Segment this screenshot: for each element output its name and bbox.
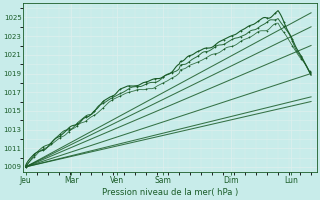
X-axis label: Pression niveau de la mer( hPa ): Pression niveau de la mer( hPa ) [101,188,238,197]
